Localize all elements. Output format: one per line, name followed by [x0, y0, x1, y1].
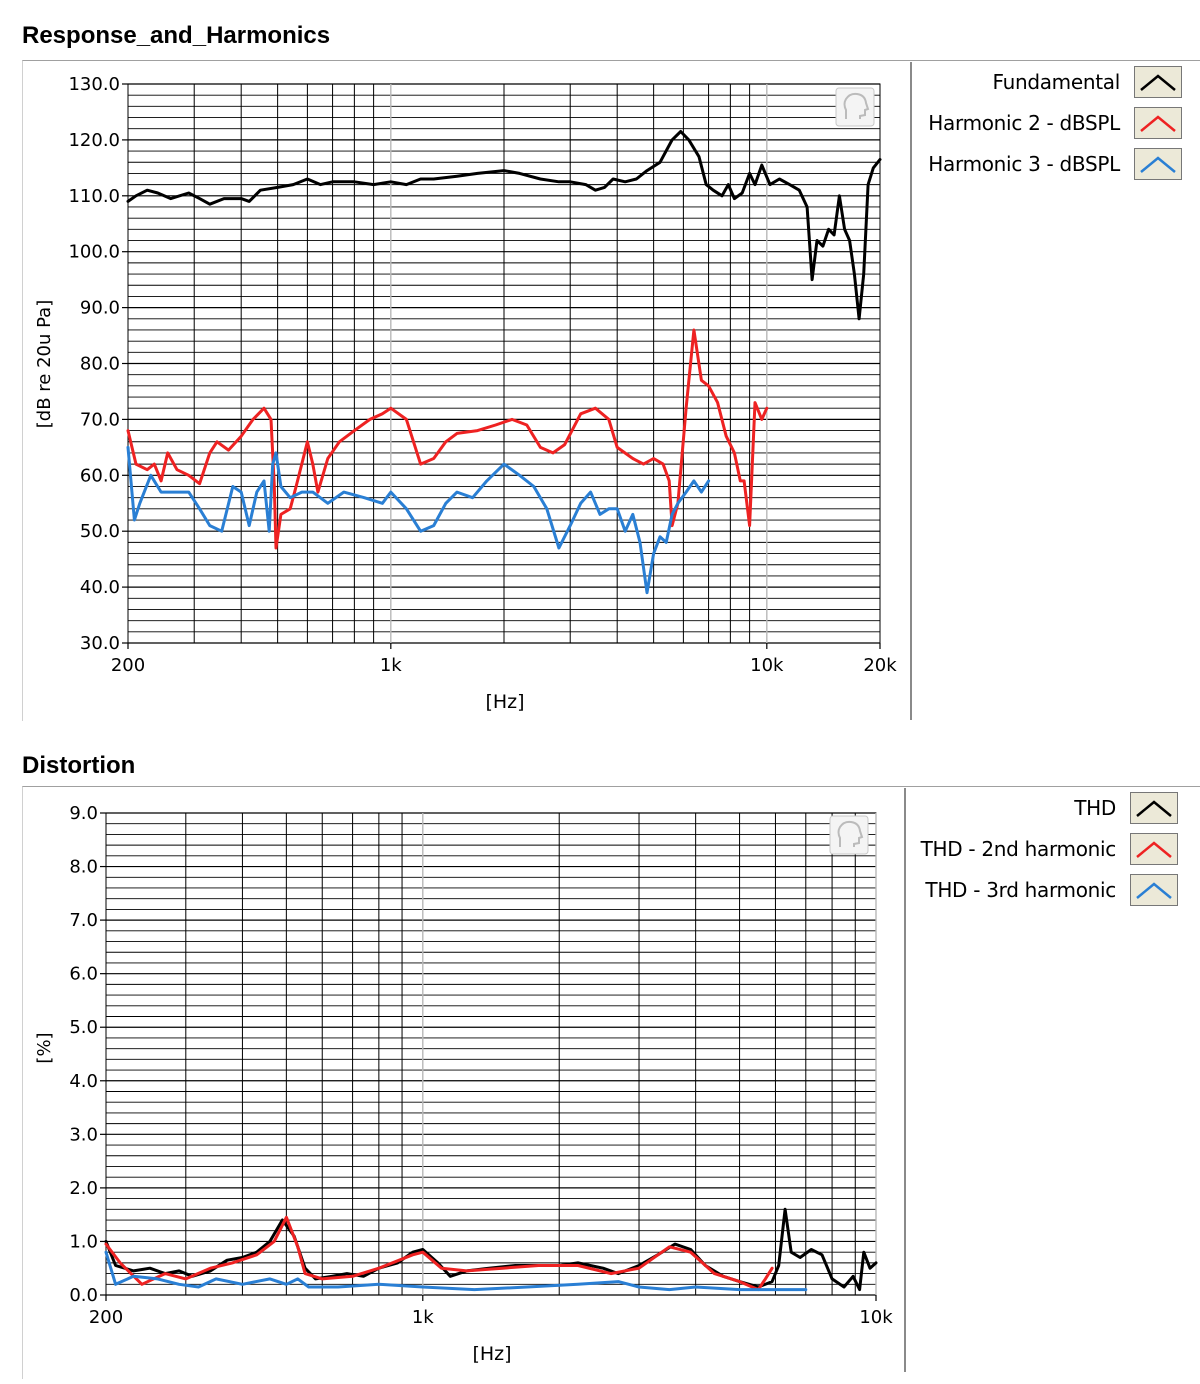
zoom-tool-icon[interactable]: [835, 87, 875, 127]
legend-separator: [910, 62, 912, 720]
legend-swatch: [1134, 107, 1182, 139]
series-line: [126, 445, 711, 595]
y-tick-label: 3.0: [69, 1124, 98, 1145]
legend: Fundamental Harmonic 2 - dBSPL Harmonic …: [912, 62, 1182, 192]
y-tick-label: 9.0: [69, 803, 98, 824]
legend-swatch: [1134, 148, 1182, 180]
chart-title: Distortion: [22, 752, 136, 779]
plot-series: [126, 130, 882, 595]
legend-item-thd-3rd[interactable]: THD - 3rd harmonic: [925, 872, 1178, 908]
y-axis-label: [dB re 20u Pa]: [34, 300, 55, 428]
y-tick-label: 6.0: [69, 964, 98, 985]
legend-item-thd[interactable]: THD: [1074, 790, 1178, 826]
y-tick-label: 130.0: [68, 74, 120, 95]
distortion-panel: Distortion 9.0 8.0 7.0 6.0 5.0 4.0 3.0 2.0 1.0 0.…: [0, 748, 1200, 1384]
x-axis-label: [Hz]: [472, 1343, 511, 1365]
legend-item-harmonic-2[interactable]: Harmonic 2 - dBSPL: [928, 105, 1182, 141]
legend-label: Harmonic 3 - dBSPL: [928, 152, 1120, 176]
legend-label: THD - 2nd harmonic: [920, 837, 1117, 861]
y-tick-label: 90.0: [80, 298, 120, 319]
y-tick-label: 100.0: [68, 242, 120, 263]
x-tick-label: 1k: [412, 1307, 434, 1328]
legend: THD THD - 2nd harmonic THD - 3rd harmoni…: [906, 788, 1178, 918]
legend-swatch: [1130, 833, 1178, 865]
series-line: [104, 1207, 878, 1292]
plot-grid: [127, 83, 881, 644]
plot-grid: [105, 812, 877, 1296]
series-line: [126, 328, 769, 550]
x-tick-label: 200: [89, 1307, 123, 1328]
y-tick-label: 5.0: [69, 1017, 98, 1038]
zoom-tool-icon[interactable]: [829, 815, 869, 855]
plot-area: [105, 812, 877, 1296]
y-tick-label: 60.0: [80, 465, 120, 486]
plot-axes: 130.0 120.0 110.0 100.0 90.0 80.0 70.0 60.0 50.0…: [68, 74, 897, 676]
y-tick-label: 120.0: [68, 130, 120, 151]
legend-label: THD - 3rd harmonic: [925, 878, 1116, 902]
panel-frame: [22, 60, 1200, 721]
x-tick-label: 10k: [859, 1307, 893, 1328]
legend-label: THD: [1074, 796, 1116, 820]
panel-frame: [22, 786, 1200, 1379]
x-tick-label: 10k: [750, 655, 784, 676]
y-tick-label: 40.0: [80, 577, 120, 598]
legend-swatch: [1130, 792, 1178, 824]
legend-swatch: [1130, 874, 1178, 906]
y-tick-label: 80.0: [80, 354, 120, 375]
legend-swatch: [1134, 66, 1182, 98]
response-plot: 130.0 120.0 110.0 100.0 90.0 80.0 70.0 60.0 50.0…: [34, 74, 897, 713]
response-panel: Response_and_Harmonics 130.0 120.0 110.0 10…: [22, 22, 1200, 721]
x-tick-label: 200: [111, 655, 145, 676]
legend-item-thd-2nd[interactable]: THD - 2nd harmonic: [921, 831, 1178, 867]
series-line: [104, 1215, 774, 1292]
y-tick-label: 70.0: [80, 409, 120, 430]
legend-label: Harmonic 2 - dBSPL: [928, 111, 1120, 135]
legend-item-fundamental[interactable]: Fundamental: [992, 64, 1182, 100]
legend-separator: [904, 788, 906, 1372]
x-axis-label: [Hz]: [485, 691, 524, 713]
legend-label: Fundamental: [992, 70, 1120, 94]
y-tick-label: 1.0: [69, 1231, 98, 1252]
y-tick-label: 2.0: [69, 1178, 98, 1199]
legend-item-harmonic-3[interactable]: Harmonic 3 - dBSPL: [928, 146, 1182, 182]
y-tick-label: 110.0: [68, 186, 120, 207]
y-axis-label: [%]: [34, 1032, 55, 1063]
y-tick-label: 8.0: [69, 857, 98, 878]
series-line: [126, 130, 882, 321]
y-tick-label: 0.0: [69, 1285, 98, 1306]
y-tick-label: 50.0: [80, 521, 120, 542]
chart-title: Response_and_Harmonics: [22, 22, 331, 49]
x-tick-label: 20k: [863, 655, 897, 676]
y-tick-label: 7.0: [69, 910, 98, 931]
y-tick-label: 30.0: [80, 633, 120, 654]
y-tick-label: 4.0: [69, 1071, 98, 1092]
plot-series: [104, 1207, 878, 1292]
series-line: [104, 1250, 808, 1292]
x-tick-label: 1k: [380, 655, 402, 676]
